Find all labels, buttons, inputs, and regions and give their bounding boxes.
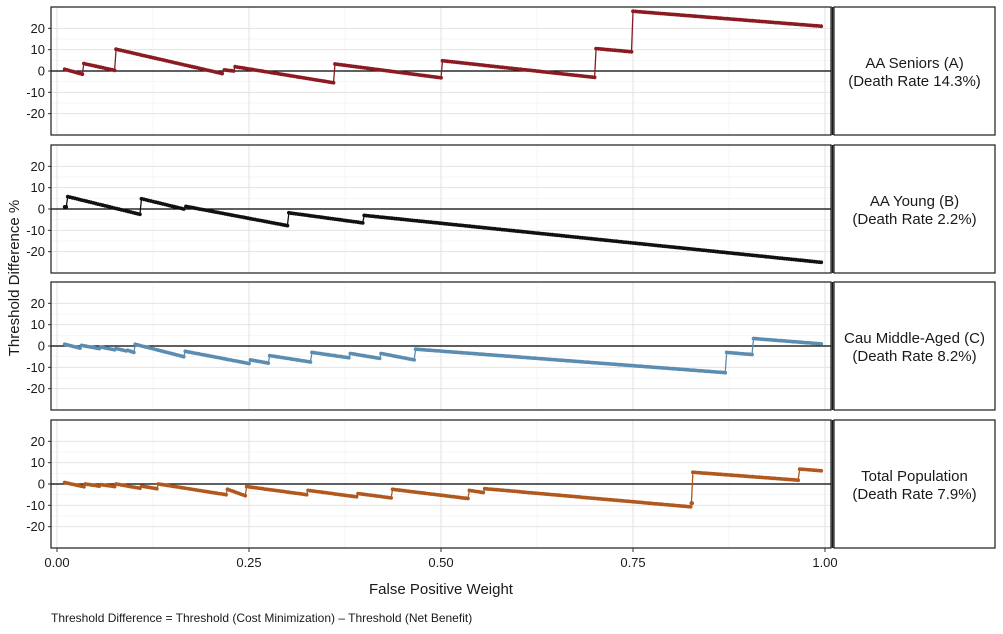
- y-tick-label: -10: [26, 223, 45, 238]
- panel-2: -20 -10 0 10 20 AA Young (B)(Death Rate 2.2%): [26, 144, 996, 274]
- y-tick-label: 0: [38, 64, 45, 79]
- data-point: [389, 496, 393, 500]
- data-point: [304, 492, 309, 497]
- y-tick-label: 0: [38, 339, 45, 354]
- x-axis: 0.00 0.25 0.50 0.75 1.00: [44, 548, 838, 570]
- series-points: [62, 467, 824, 509]
- y-tick-label: -20: [26, 106, 45, 121]
- x-tick-label: 0.00: [44, 555, 69, 570]
- strip-label-name: AA Seniors (A): [865, 55, 963, 72]
- data-point: [592, 75, 597, 80]
- data-point: [247, 361, 251, 366]
- data-point: [64, 205, 69, 209]
- x-axis-title: False Positive Weight: [369, 581, 514, 598]
- data-point: [181, 207, 186, 211]
- data-point: [285, 223, 290, 228]
- panel-border: [50, 281, 832, 411]
- data-point: [819, 260, 824, 265]
- data-point: [377, 356, 382, 361]
- strip-box: [833, 6, 996, 136]
- data-point: [231, 69, 236, 73]
- data-point: [346, 355, 351, 360]
- data-point: [80, 72, 85, 77]
- data-point: [154, 486, 159, 491]
- panel-3: -20 -10 0 10 20 Cau Middle-Aged (C)(Death Rat…: [26, 281, 996, 411]
- y-axis-title: Threshold Difference %: [6, 200, 23, 356]
- y-tick-label: -10: [26, 85, 45, 100]
- data-point: [360, 221, 365, 225]
- data-point: [354, 494, 359, 499]
- series-points: [62, 9, 824, 85]
- strip-label-rate: (Death Rate 7.9%): [852, 486, 976, 503]
- x-tick-label: 0.50: [428, 555, 453, 570]
- data-point: [266, 361, 271, 365]
- y-tick-label: 20: [31, 296, 45, 311]
- caption: Threshold Difference = Threshold (Cost M…: [51, 611, 472, 625]
- data-point: [331, 80, 336, 85]
- y-tick-label: 0: [38, 202, 45, 217]
- panel-1: -20 -10 0 10 20 AA Seniors (A)(Death Rate 14.…: [26, 6, 996, 136]
- data-point: [243, 493, 248, 498]
- data-point: [308, 360, 313, 364]
- x-tick-label: 0.25: [236, 555, 261, 570]
- data-point: [412, 358, 416, 362]
- series-line: [64, 10, 822, 84]
- data-point: [723, 370, 728, 375]
- y-tick-label: -10: [26, 360, 45, 375]
- data-point: [466, 496, 470, 501]
- series-points: [62, 336, 824, 375]
- series-points: [62, 194, 824, 265]
- strip-box: [833, 419, 996, 549]
- x-tick-label: 1.00: [812, 555, 837, 570]
- y-tick-label: -20: [26, 381, 45, 396]
- strip-label-rate: (Death Rate 14.3%): [848, 73, 981, 90]
- y-tick-label: 20: [31, 21, 45, 36]
- data-point: [819, 24, 824, 29]
- strip-box: [833, 281, 996, 411]
- data-point: [82, 484, 86, 489]
- strip-label-name: Total Population: [861, 468, 968, 485]
- data-point: [819, 468, 824, 473]
- strip-box: [833, 144, 996, 274]
- data-point: [750, 352, 754, 357]
- data-point: [796, 478, 800, 483]
- y-tick-label: -20: [26, 519, 45, 534]
- data-point: [138, 212, 142, 217]
- data-point: [689, 501, 694, 506]
- data-point: [131, 350, 136, 355]
- y-tick-label: 10: [31, 317, 45, 332]
- strip-label-name: AA Young (B): [870, 193, 959, 210]
- y-tick-label: 10: [31, 42, 45, 57]
- panels-layer: -20 -10 0 10 20 AA Seniors (A)(Death Rate 14.…: [26, 6, 996, 549]
- y-tick-label: 20: [31, 159, 45, 174]
- data-point: [224, 492, 228, 497]
- strip-label-rate: (Death Rate 8.2%): [852, 348, 976, 365]
- y-tick-label: 20: [31, 434, 45, 449]
- data-point: [819, 342, 824, 346]
- y-tick-label: 10: [31, 180, 45, 195]
- panel-border: [50, 6, 832, 136]
- data-point: [181, 354, 186, 359]
- strip-label-name: Cau Middle-Aged (C): [844, 330, 985, 347]
- y-tick-label: 10: [31, 455, 45, 470]
- data-point: [112, 68, 117, 73]
- y-tick-label: 0: [38, 477, 45, 492]
- data-point: [629, 49, 634, 54]
- panel-border: [50, 144, 832, 274]
- panel-4: -20 -10 0 10 20 Total Population(Death Rate 7…: [26, 419, 996, 549]
- data-point: [688, 504, 693, 509]
- data-point: [481, 490, 486, 495]
- y-tick-label: -20: [26, 244, 45, 259]
- y-tick-label: -10: [26, 498, 45, 513]
- data-point: [439, 75, 443, 80]
- x-tick-label: 0.75: [620, 555, 645, 570]
- data-point: [220, 71, 225, 76]
- strip-label-rate: (Death Rate 2.2%): [852, 211, 976, 228]
